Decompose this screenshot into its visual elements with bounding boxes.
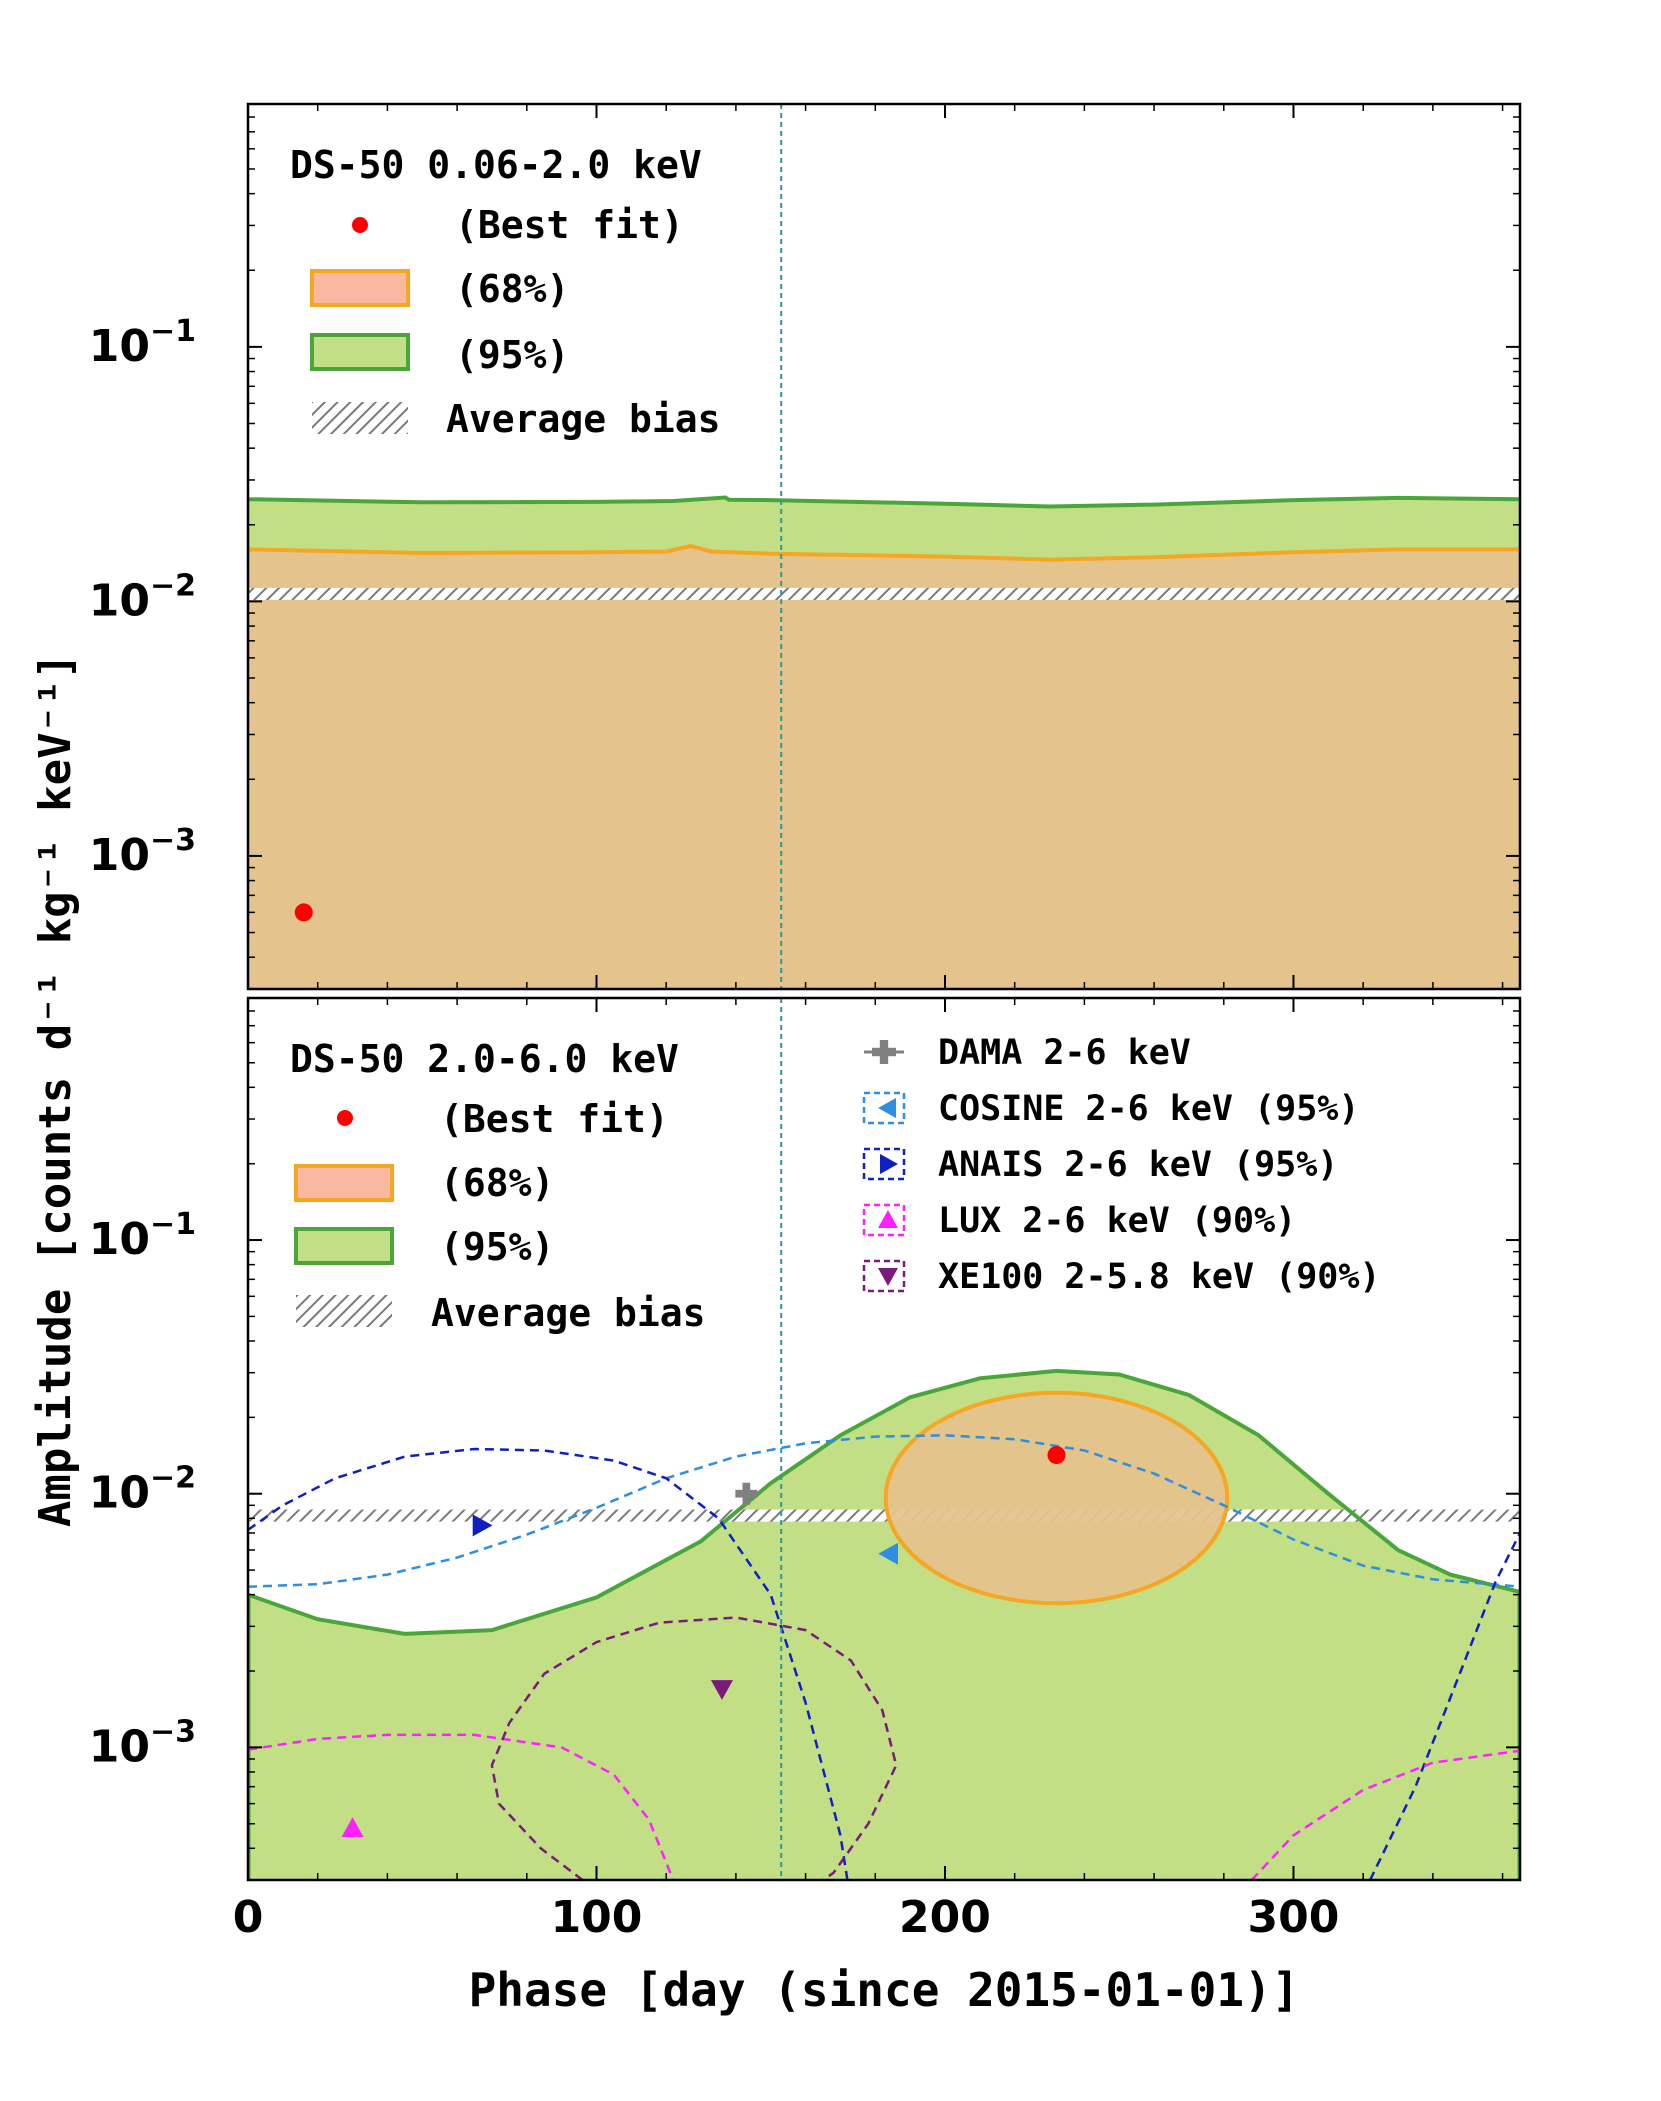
bottom-band95-edge	[248, 1368, 1520, 1636]
bottom-legend-bestfit-label: (Best fit)	[440, 1097, 669, 1141]
top-legend-bias-swatch	[312, 402, 408, 434]
bottom-y-tick-label: 10−1	[89, 1207, 196, 1265]
top-y-tick-label: 10−3	[89, 823, 196, 881]
bottom-legend-band95-swatch	[294, 1227, 394, 1265]
y-axis-label: Amplitude [counts d⁻¹ kg⁻¹ keV⁻¹]	[30, 653, 81, 1527]
dama-point	[735, 1482, 758, 1505]
top-y-tick-label: 10−2	[89, 568, 196, 626]
top-legend-bias-label: Average bias	[446, 397, 721, 441]
top-y-tick-label: 10−1	[89, 314, 196, 372]
anais-legend-box	[862, 1147, 906, 1181]
xe100-legend-box	[862, 1259, 906, 1293]
x-tick-label: 100	[551, 1892, 643, 1943]
bottom-legend-title: DS-50 2.0-6.0 keV	[290, 1037, 679, 1081]
anais-legend-marker	[880, 1154, 898, 1174]
lux-point	[341, 1817, 364, 1838]
top-legend-band95-swatch	[310, 333, 410, 371]
x-tick-label: 300	[1248, 1892, 1340, 1943]
top-legend-band68-label: (68%)	[455, 267, 569, 311]
anais-legend-label: ANAIS 2-6 keV (95%)	[938, 1145, 1338, 1185]
lux-contour	[1250, 1749, 1520, 1880]
top-legend: DS-50 0.06-2.0 keV (Best fit) (68%) (95%…	[290, 143, 721, 441]
bottom-legend-bias-label: Average bias	[431, 1291, 706, 1335]
top-average-bias	[248, 587, 1520, 600]
bottom-legend-experiments: DAMA 2-6 keV COSINE 2-6 keV (95%) ANAIS 2-…	[862, 1033, 1381, 1297]
anais-contour	[248, 1447, 849, 1880]
dama-legend-label: DAMA 2-6 keV	[938, 1033, 1191, 1073]
top-plot-frame	[246, 102, 1522, 991]
lux-legend-box	[862, 1203, 906, 1237]
bottom-y-tick-label: 10−2	[89, 1461, 196, 1519]
lux-legend-label: LUX 2-6 keV (90%)	[938, 1201, 1296, 1241]
lux-contour	[248, 1733, 675, 1880]
xe100-point	[710, 1680, 733, 1700]
top-band68-edge	[248, 543, 1520, 562]
x-tick-label: 0	[233, 1892, 264, 1943]
bottom-y-tick-label: 10−3	[89, 1714, 196, 1772]
anais-contour	[1368, 1532, 1520, 1880]
top-legend-bestfit-marker	[352, 217, 368, 233]
lux-legend-marker	[878, 1210, 898, 1228]
bottom-panel: 10−3 10−2 10−1 0 100 200 300 DS-50 2.0-6.0 keV…	[89, 996, 1522, 1943]
top-best-fit-point	[294, 903, 313, 922]
anais-point	[472, 1514, 493, 1537]
bottom-legend-bias-swatch	[296, 1295, 392, 1327]
bottom-legend-bestfit-marker	[337, 1110, 353, 1126]
top-band68-area	[248, 546, 1520, 989]
xe100-legend-marker	[878, 1268, 898, 1286]
x-tick-label: 200	[899, 1892, 991, 1943]
cosine-legend-label: COSINE 2-6 keV (95%)	[938, 1089, 1359, 1129]
bottom-legend: DS-50 2.0-6.0 keV (Best fit) (68%) (95%)…	[290, 1037, 706, 1335]
top-legend-band68-swatch	[310, 269, 410, 307]
top-panel: 10−3 10−2 10−1 DS-50 0.06-2.0 keV (Best fi…	[89, 102, 1522, 991]
top-legend-title: DS-50 0.06-2.0 keV	[290, 143, 702, 187]
bottom-legend-band68-swatch	[294, 1164, 394, 1202]
xe100-contour	[490, 1616, 898, 1880]
bottom-average-bias	[248, 1509, 1520, 1522]
bottom-legend-band95-label: (95%)	[440, 1225, 554, 1269]
cosine-contour	[248, 1434, 1520, 1588]
cosine-legend-marker	[878, 1098, 896, 1118]
top-legend-band95-label: (95%)	[455, 333, 569, 377]
x-axis-label: Phase [day (since 2015-01-01)]	[469, 1963, 1300, 2017]
cosine-point	[878, 1542, 899, 1565]
xe100-legend-label: XE100 2-5.8 keV (90%)	[938, 1257, 1381, 1297]
bottom-legend-band68-label: (68%)	[440, 1161, 554, 1205]
bottom-plot-frame	[246, 996, 1522, 1882]
cosine-legend-box	[862, 1091, 906, 1125]
bottom-best-fit-point	[1047, 1446, 1066, 1465]
bottom-band68-ellipse	[883, 1390, 1230, 1606]
top-band95-edge	[248, 495, 1520, 509]
dama-legend-marker	[872, 1040, 896, 1064]
top-legend-bestfit-label: (Best fit)	[455, 203, 684, 247]
